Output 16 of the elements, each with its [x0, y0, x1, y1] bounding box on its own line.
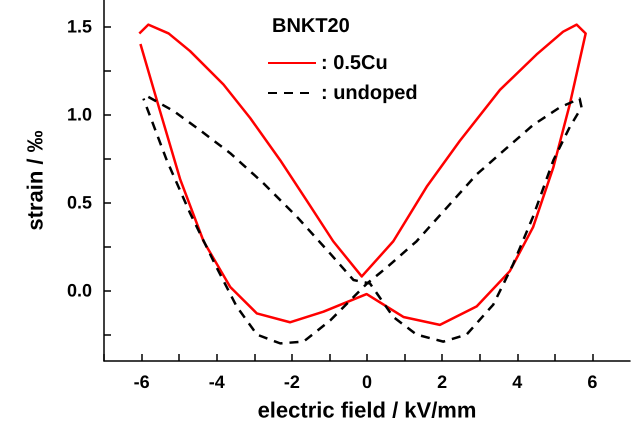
y-tick-label: 0.0 — [66, 280, 92, 301]
x-tick-label: -6 — [134, 372, 150, 392]
x-tick-label: 4 — [512, 372, 522, 392]
legend-label: : 0.5Cu — [321, 52, 388, 74]
legend-title: BNKT20 — [272, 15, 350, 37]
x-tick-label: 0 — [362, 372, 372, 392]
x-axis-title: electric field / kV/mm — [258, 398, 476, 422]
legend-label: : undoped — [321, 82, 418, 104]
x-tick-label: 6 — [587, 372, 598, 392]
x-tick-label: -2 — [284, 372, 300, 392]
y-tick-label: 1.5 — [66, 16, 92, 36]
x-tick-label: 2 — [437, 372, 448, 392]
x-tick-label: -4 — [208, 372, 225, 392]
y-tick-label: 1.0 — [66, 104, 92, 124]
y-axis-title: strain / ‰ — [22, 130, 48, 231]
y-tick-label: 0.5 — [66, 192, 92, 213]
